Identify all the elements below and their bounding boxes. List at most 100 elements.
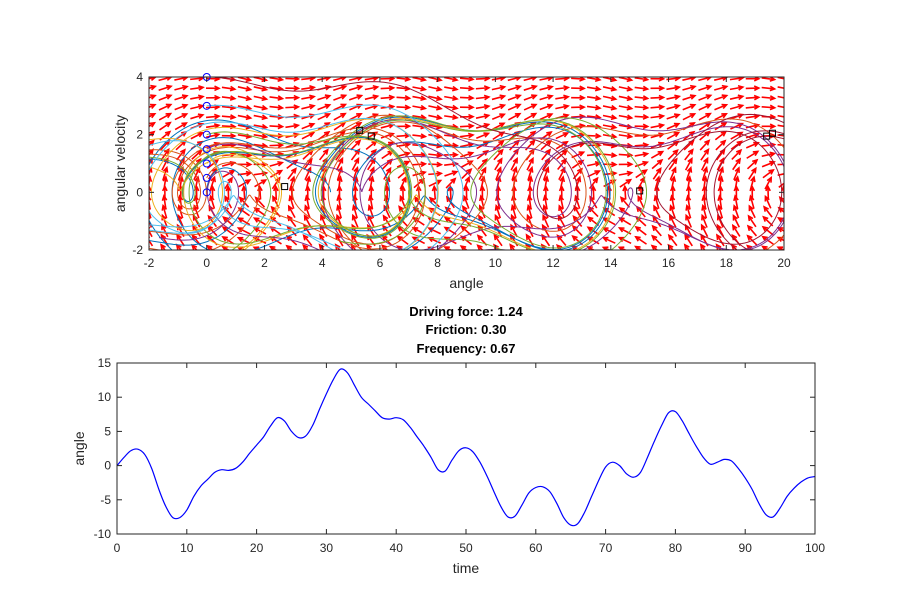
quiver-arrow	[269, 123, 285, 130]
phase-x-tick-label: 10	[489, 256, 503, 270]
quiver-arrow	[634, 235, 647, 245]
quiver-arrow	[205, 132, 221, 139]
quiver-arrow	[556, 243, 563, 250]
quiver-arrow	[651, 158, 664, 170]
quiver-arrow	[428, 85, 443, 92]
quiver-arrow	[602, 152, 618, 158]
quiver-arrow	[698, 112, 712, 121]
quiver-arrow	[221, 226, 235, 236]
quiver-arrow	[253, 114, 269, 121]
quiver-arrow	[729, 84, 745, 91]
quiver-arrow	[507, 94, 522, 101]
quiver-arrow	[253, 104, 269, 111]
quiver-arrow	[396, 77, 412, 82]
quiver-arrow	[174, 113, 189, 121]
quiver-arrow	[634, 77, 650, 82]
quiver-arrow	[161, 223, 169, 238]
quiver-arrow	[241, 184, 247, 200]
quiver-arrow	[494, 157, 503, 171]
quiver-arrow	[190, 132, 205, 140]
quiver-arrow	[349, 112, 363, 121]
quiver-arrow	[286, 214, 297, 228]
quiver-arrow	[368, 175, 375, 190]
quiver-arrow	[510, 156, 518, 171]
phase-trajectory	[206, 77, 784, 250]
quiver-arrow	[428, 104, 443, 111]
quiver-arrow	[745, 85, 761, 92]
quiver-arrow	[714, 121, 728, 131]
quiver-arrow	[459, 77, 475, 82]
time-series-axes: Driving force: 1.24 Friction: 0.30 Frequ…	[71, 304, 825, 576]
quiver-arrow	[317, 103, 332, 111]
quiver-arrow	[495, 166, 502, 181]
quiver-arrow	[524, 139, 536, 151]
quiver-arrow	[571, 159, 585, 169]
quiver-arrow	[160, 243, 166, 250]
quiver-arrow	[444, 170, 459, 177]
quiver-arrow	[333, 94, 348, 101]
quiver-arrow	[669, 214, 677, 228]
quiver-arrow	[666, 131, 681, 140]
quiver-arrow	[205, 85, 221, 92]
quiver-arrow	[634, 151, 650, 158]
quiver-arrow	[149, 236, 154, 247]
phase-y-tick-label: 0	[136, 185, 143, 199]
quiver-arrow	[149, 103, 157, 110]
quiver-arrow	[400, 184, 406, 200]
quiver-arrow	[507, 84, 523, 91]
quiver-arrow	[666, 122, 681, 130]
time-x-tick-label: 100	[805, 541, 825, 555]
time-y-tick-label: 10	[98, 390, 112, 404]
quiver-arrow	[777, 95, 784, 99]
quiver-arrow	[586, 85, 602, 92]
quiver-arrow	[174, 84, 189, 91]
quiver-arrow	[714, 94, 729, 101]
quiver-arrow	[396, 245, 405, 250]
quiver-arrow	[777, 134, 784, 137]
quiver-arrow	[618, 85, 634, 92]
quiver-arrow	[159, 121, 172, 131]
quiver-arrow	[269, 104, 285, 111]
quiver-arrow	[731, 148, 743, 161]
quiver-arrow	[733, 175, 740, 190]
quiver-arrow	[666, 113, 681, 120]
quiver-arrow	[523, 112, 538, 121]
quiver-arrow	[190, 94, 205, 101]
quiver-arrow	[717, 165, 724, 181]
phase-y-tick-label: 2	[136, 128, 143, 142]
quiver-arrow	[650, 85, 666, 92]
quiver-arrow	[463, 184, 470, 200]
quiver-arrow	[684, 157, 693, 171]
quiver-arrow	[715, 233, 725, 247]
quiver-arrow	[634, 114, 650, 120]
quiver-arrow	[558, 204, 565, 219]
quiver-arrow	[619, 178, 633, 188]
quiver-arrow	[205, 113, 221, 120]
quiver-arrow	[634, 160, 650, 168]
quiver-arrow	[700, 223, 709, 238]
chart-title-line-1: Driving force: 1.24	[409, 304, 523, 319]
quiver-arrow	[761, 151, 777, 158]
angle-series	[117, 368, 815, 527]
quiver-arrow	[634, 95, 650, 101]
quiver-arrow	[555, 85, 571, 91]
time-x-tick-label: 80	[669, 541, 683, 555]
quiver-arrow	[348, 94, 364, 101]
quiver-arrow	[492, 122, 506, 130]
quiver-arrow	[523, 103, 538, 111]
trajectory-end-marker	[768, 129, 776, 137]
quiver-arrow	[252, 227, 267, 235]
quiver-arrow	[602, 104, 618, 111]
quiver-arrow	[618, 77, 634, 83]
trajectory-end-marker	[356, 126, 364, 134]
quiver-arrow	[174, 122, 188, 131]
quiver-arrow	[380, 85, 396, 92]
quiver-arrow	[149, 84, 157, 91]
quiver-arrow	[669, 166, 677, 181]
quiver-arrow	[635, 169, 649, 179]
quiver-arrow	[443, 216, 457, 226]
quiver-arrow	[666, 103, 681, 110]
quiver-arrow	[285, 244, 294, 250]
quiver-arrow	[301, 103, 316, 110]
